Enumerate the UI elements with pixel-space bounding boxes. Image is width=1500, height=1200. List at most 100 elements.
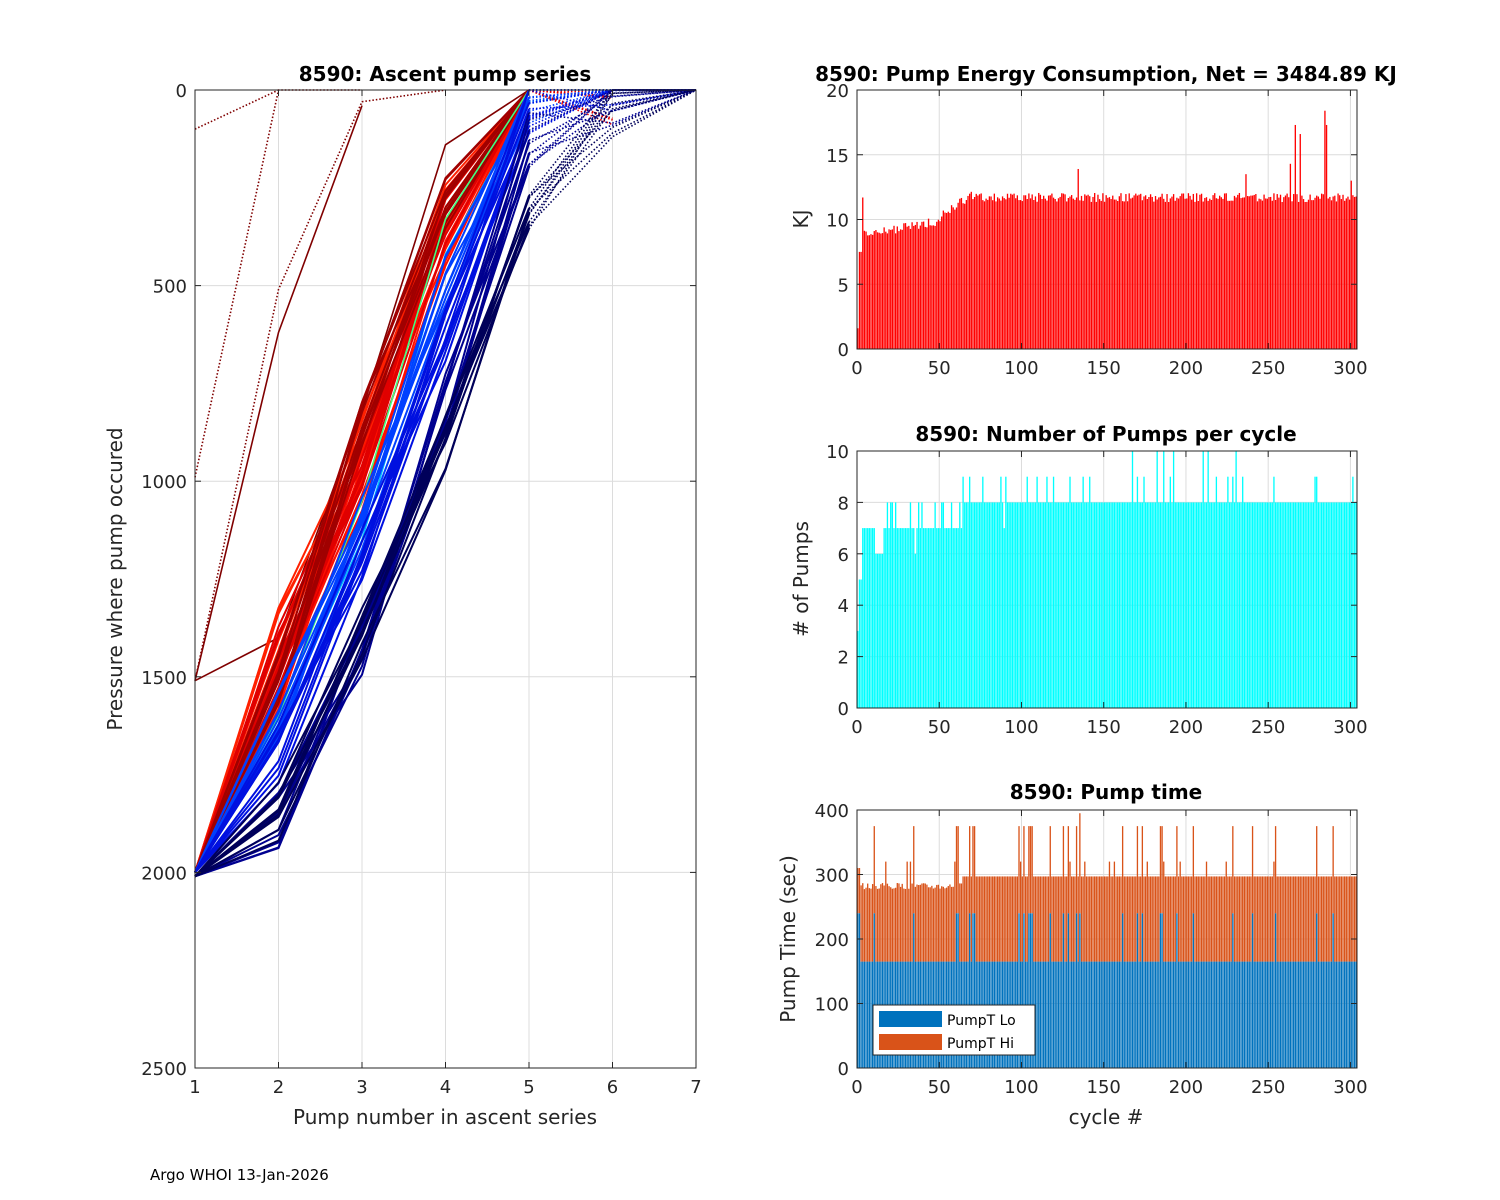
pumps-bar (1330, 502, 1333, 708)
pumps-bar (988, 502, 991, 708)
pumpt-lo-bar (1087, 961, 1089, 1068)
energy-bar (1107, 197, 1109, 349)
pumps-bar (1117, 502, 1119, 708)
energy-bar (1130, 198, 1132, 349)
pumps-bar (1212, 502, 1214, 708)
pumpt-hi-bar (865, 887, 867, 962)
energy-bar (1187, 193, 1190, 349)
ascent-chart: 1 2 3 4 5 6 7 0 500 1000 1500 2000 2500 8590: Ascent… (103, 62, 702, 1129)
pumps-bar (1011, 502, 1014, 708)
ascent-series-dotted (528, 89, 697, 145)
energy-bar (860, 251, 862, 350)
energy-bar (1084, 194, 1086, 349)
energy-bar (1126, 201, 1129, 349)
x-tick-label: 100 (1004, 1077, 1038, 1098)
pumpt-hi-bar (1344, 876, 1346, 962)
legend-label-pumpt-lo: PumpT Lo (947, 1013, 1016, 1029)
pumpt-lo-bar (1286, 961, 1288, 1068)
pumpt-hi-bar (1133, 876, 1135, 962)
pumptime-xlabel: cycle # (1069, 1105, 1144, 1129)
pumpt-hi-bar (1128, 876, 1130, 962)
pumps-bar (947, 528, 949, 708)
pumps-bar (1205, 502, 1208, 708)
energy-bar (1279, 194, 1282, 349)
pumpt-hi-bar (1105, 876, 1107, 962)
energy-bar (878, 232, 880, 349)
energy-bar (1255, 194, 1257, 349)
pumpt-hi-bar (1019, 861, 1022, 962)
pumpt-hi-bar (1049, 826, 1051, 914)
pumpt-hi-bar (1261, 876, 1264, 962)
pumpt-lo-bar (1036, 961, 1038, 1068)
pumps-bar (1233, 502, 1236, 708)
pumpt-hi-bar (1212, 876, 1214, 962)
energy-bar (1289, 163, 1292, 349)
pumps-bar (1271, 502, 1273, 708)
pumpt-hi-bar (1325, 876, 1328, 962)
pumpt-lo-bar (1141, 913, 1144, 1068)
pumps-bar (1273, 476, 1275, 708)
pumpt-hi-bar (914, 886, 917, 962)
pumpt-hi-bar (922, 883, 925, 962)
pumps-bar (1243, 502, 1245, 708)
energy-bar (1102, 193, 1104, 349)
y-tick-label: 2 (838, 648, 849, 669)
pumpt-lo-bar (1052, 961, 1055, 1068)
pumps-bar (1286, 502, 1288, 708)
pumpt-lo-bar (1215, 961, 1218, 1068)
energy-bar (1288, 197, 1290, 349)
pumps-bar (1186, 502, 1188, 708)
pumpt-hi-bar (1056, 876, 1058, 962)
pumpt-hi-bar (1253, 876, 1255, 962)
pumpt-hi-bar (896, 883, 898, 962)
pumpt-hi-bar (967, 876, 969, 962)
pumps-bar (1024, 502, 1027, 708)
pumpt-lo-bar (1130, 961, 1132, 1068)
pumpt-lo-bar (1043, 961, 1045, 1068)
energy-bar (1192, 193, 1195, 349)
pumps-bar (993, 502, 995, 708)
pumps-bar (1324, 502, 1326, 708)
pumps-bar (1121, 502, 1124, 708)
pumps-bar (924, 528, 926, 708)
energy-bar (1347, 196, 1349, 349)
pumps-bar (1070, 502, 1073, 708)
energy-bar (899, 229, 902, 349)
pumps-bar (929, 528, 931, 708)
pumpt-hi-bar (1171, 876, 1173, 962)
pumpt-lo-bar (865, 961, 867, 1068)
pumpt-hi-bar (1189, 876, 1191, 962)
pumps-bar (1166, 502, 1168, 708)
pumps-bar (1064, 502, 1066, 708)
pumpt-lo-bar (1276, 961, 1278, 1068)
pumpt-hi-bar (1215, 876, 1218, 962)
pumpt-hi-bar (1159, 826, 1162, 914)
pumpt-hi-bar (1092, 876, 1094, 962)
y-tick-label: 1000 (141, 472, 187, 493)
pumps-bar (894, 502, 897, 708)
pumps-bar (1003, 528, 1005, 708)
pumpt-hi-bar (1238, 876, 1241, 962)
pumps-bar (1044, 502, 1046, 708)
pumpt-hi-bar (926, 884, 928, 962)
y-tick-label: 1500 (141, 668, 187, 689)
pumpt-hi-bar (1138, 876, 1140, 962)
pumps-bar (1023, 502, 1025, 708)
pumps-bar (964, 502, 966, 708)
pumps-bar (871, 528, 874, 708)
pumpt-lo-bar (1128, 961, 1130, 1068)
energy-bar (995, 201, 997, 349)
pumpt-hi-bar (1182, 876, 1185, 962)
energy-bar (1118, 196, 1120, 349)
ascent-series-line (194, 89, 530, 873)
pumpt-hi-bar (1329, 876, 1331, 962)
pumpt-hi-bar (998, 876, 1000, 962)
pumpt-hi-bar (1118, 876, 1120, 962)
pumps-bar (1005, 476, 1007, 708)
pumps-bar (1054, 502, 1056, 708)
pumps-bar (1095, 502, 1097, 708)
pumps-bar (1169, 476, 1171, 708)
energy-bar (1350, 180, 1352, 349)
ascent-xlabel: Pump number in ascent series (293, 1105, 597, 1129)
